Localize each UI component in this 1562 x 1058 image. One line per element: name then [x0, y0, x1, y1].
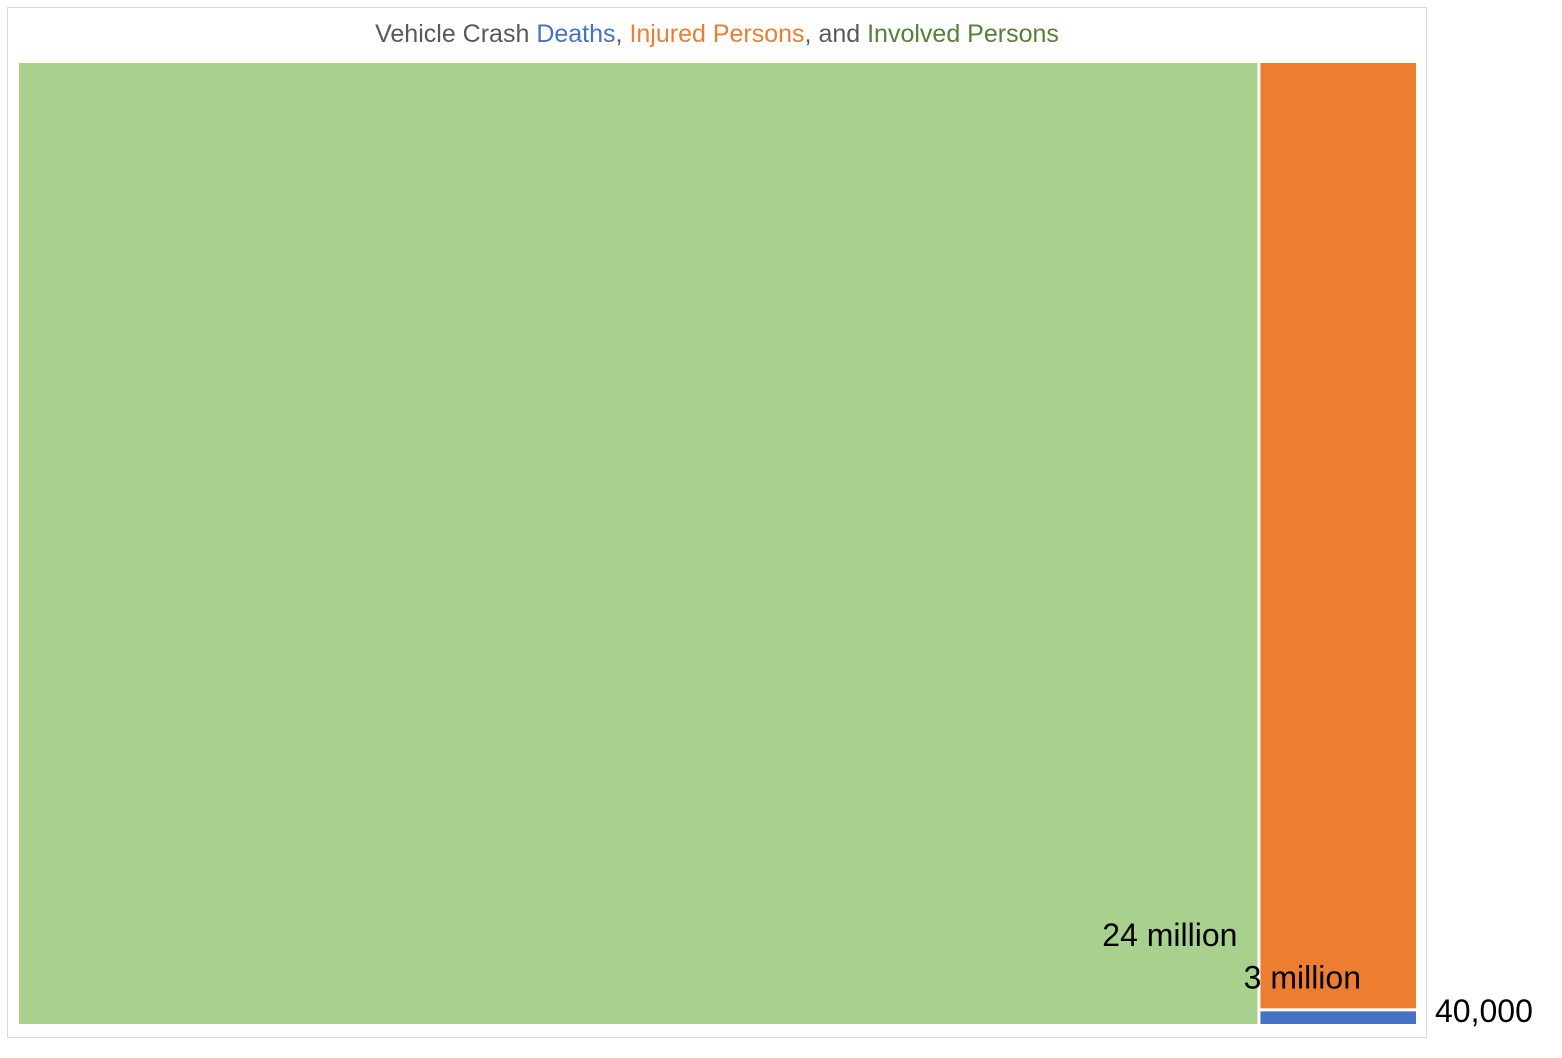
tile-injured-persons — [1260, 63, 1416, 1009]
title-part-deaths: Deaths — [536, 20, 616, 48]
title-part-4: , and — [804, 20, 868, 48]
chart-title: Vehicle Crash Deaths, Injured Persons, a… — [7, 20, 1427, 49]
data-label-injured-persons: 3 million — [1244, 959, 1361, 995]
title-part-0: Vehicle Crash — [375, 20, 537, 48]
data-label-deaths: 40,000 — [1435, 993, 1533, 1029]
title-part-2: , — [615, 20, 630, 48]
data-label-involved-persons: 24 million — [1102, 917, 1237, 953]
title-part-involved-persons: Involved Persons — [867, 20, 1059, 48]
tile-involved-persons — [19, 63, 1258, 1024]
tile-deaths — [1260, 1011, 1416, 1024]
title-part-injured-persons: Injured Persons — [629, 20, 805, 48]
